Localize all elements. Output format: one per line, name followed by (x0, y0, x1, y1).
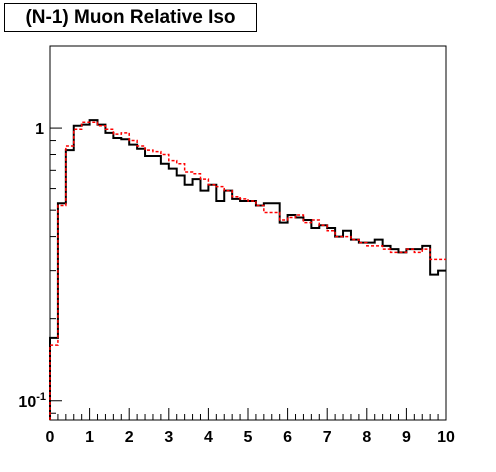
x-tick-label: 6 (283, 429, 292, 446)
histogram-series-1 (49, 119, 446, 420)
chart-title: (N-1) Muon Relative Iso (4, 3, 257, 32)
x-tick-label: 9 (402, 429, 411, 446)
y-tick-label: 10-1 (18, 391, 46, 411)
x-tick-label: 0 (46, 429, 55, 446)
x-tick-label: 7 (323, 429, 332, 446)
x-tick-label: 4 (204, 429, 213, 446)
histogram-series-2 (49, 121, 446, 420)
x-tick-label: 8 (362, 429, 371, 446)
x-tick-label: 2 (125, 429, 134, 446)
x-tick-label: 10 (437, 429, 455, 446)
plot-frame (49, 45, 447, 421)
y-tick-label: 1 (35, 121, 44, 138)
x-tick-label: 5 (244, 429, 253, 446)
x-tick-label: 1 (85, 429, 94, 446)
x-tick-label: 3 (164, 429, 173, 446)
